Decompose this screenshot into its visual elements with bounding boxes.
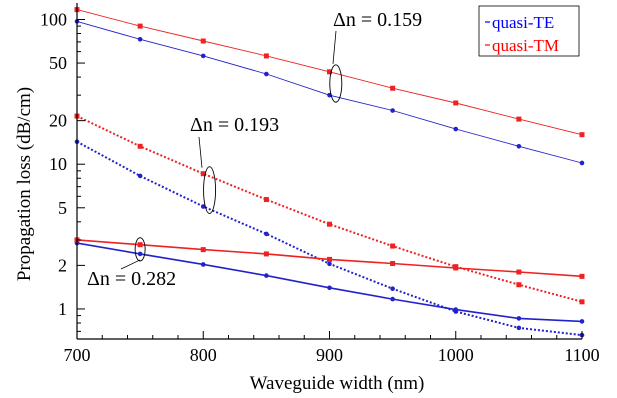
data-point [200, 53, 206, 59]
y-tick-label: 5 [58, 198, 67, 218]
series-quasi-TE-dn-0.193 [74, 139, 585, 338]
annotation-ellipse [329, 64, 343, 103]
data-point [137, 242, 143, 248]
data-point [390, 261, 396, 267]
y-axis-label: Propagation loss (dB/cm) [14, 87, 35, 281]
data-point [327, 221, 332, 227]
x-axis-label: Waveguide width (nm) [250, 373, 425, 394]
series-quasi-TM-dn-0.282 [74, 237, 585, 279]
data-point [200, 38, 206, 44]
data-point [516, 269, 522, 275]
legend: quasi-TE quasi-TM [478, 5, 580, 57]
data-point [263, 53, 269, 59]
series-line [76, 115, 583, 303]
data-point [327, 261, 332, 267]
legend-entry: quasi-TM [492, 36, 559, 55]
data-point [390, 85, 396, 91]
data-point [137, 251, 143, 257]
data-point [579, 273, 585, 279]
data-point [516, 325, 522, 331]
legend-entry: quasi-TE [492, 13, 554, 32]
data-point [327, 69, 332, 75]
x-tick-label: 1000 [438, 345, 474, 365]
y-tick-label: 100 [40, 9, 67, 29]
data-point [390, 243, 396, 249]
data-point [200, 171, 206, 177]
data-point [327, 285, 332, 291]
data-point [453, 265, 459, 271]
data-point [516, 282, 522, 288]
data-point [453, 126, 459, 132]
annotation-ellipse [203, 166, 217, 214]
annotation-label: Δn = 0.282 [87, 268, 176, 290]
data-point [516, 316, 522, 321]
data-point [579, 160, 585, 166]
axes: 700 800 900 1000 1100 1 2 5 10 20 50 100 [40, 3, 600, 365]
data-point [263, 197, 269, 203]
data-point [264, 71, 269, 77]
data-point [579, 132, 585, 138]
data-point [137, 173, 143, 179]
data-point [200, 262, 206, 267]
data-point [390, 286, 395, 292]
data-point [453, 307, 459, 312]
annotation-leader [198, 136, 203, 168]
x-tick-label: 1100 [564, 345, 599, 365]
data-point [263, 251, 269, 257]
data-point [516, 116, 522, 122]
series-quasi-TE-dn-0.282 [74, 240, 585, 324]
annotation-ellipse [134, 237, 146, 262]
data-point [200, 204, 206, 209]
data-point [516, 143, 522, 149]
annotation-leader [120, 259, 141, 270]
series-quasi-TM-dn-0.159 [74, 7, 585, 138]
y-tick-label: 10 [49, 154, 67, 174]
y-tick-label: 20 [49, 111, 67, 131]
data-point [390, 296, 395, 302]
x-tick-label: 900 [316, 345, 343, 365]
annotation-label: Δn = 0.159 [333, 9, 422, 31]
data-point [453, 100, 459, 106]
data-point [579, 299, 585, 305]
y-tick-label: 1 [58, 299, 67, 319]
plot-area [74, 7, 585, 338]
annotation-label: Δn = 0.193 [190, 114, 279, 136]
x-tick-label: 700 [64, 345, 91, 365]
annotation-leader [332, 30, 337, 64]
data-point [137, 36, 143, 42]
data-point [137, 23, 143, 29]
data-point [579, 319, 585, 324]
data-point [137, 143, 143, 149]
series-line [76, 140, 583, 337]
annotations: Δn = 0.159 Δn = 0.193 Δn = 0.282 [87, 9, 422, 290]
y-tick-label: 2 [58, 255, 67, 275]
x-tick-label: 800 [190, 345, 217, 365]
y-tick-label: 50 [49, 53, 67, 73]
data-point [390, 108, 395, 113]
data-point [264, 273, 269, 278]
data-point [264, 231, 269, 237]
data-point [327, 256, 332, 262]
data-point [200, 247, 206, 253]
legend-box [478, 5, 580, 57]
series-quasi-TE-dn-0.159 [74, 19, 585, 166]
